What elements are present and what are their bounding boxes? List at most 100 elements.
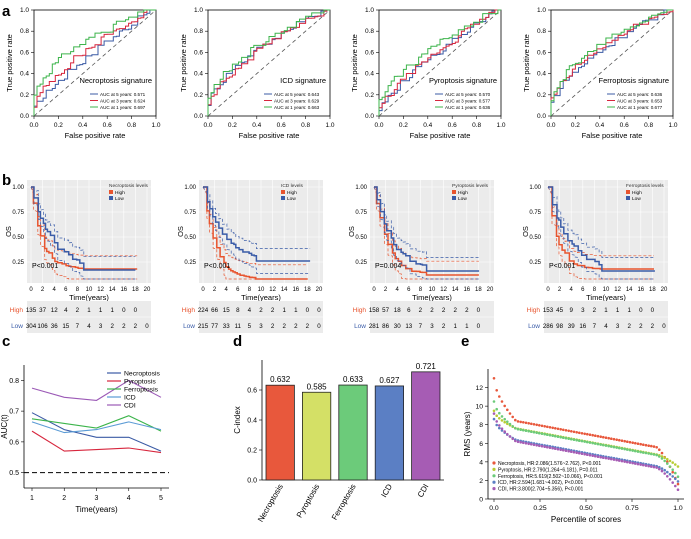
y-axis-label: C-index [233,406,242,434]
scatter-point-3 [540,432,544,436]
legend-entry: High [632,190,642,196]
risk-count-low: 86 [382,323,389,330]
risk-count-low: 1 [453,323,457,330]
km-curve-high [31,186,138,270]
x-tick-label: 14 [109,287,116,293]
scatter-point-3 [650,452,653,456]
x-tick-label: 20 [144,287,151,293]
legend-entry: ICD, HR:2.594(1.681~4.002), P<0.001 [498,480,584,486]
risk-count-high: 3 [581,307,585,314]
x-tick-label: 1 [30,495,34,502]
x-axis-label: False positive rate [239,131,300,140]
legend-marker [492,480,496,484]
scatter-point-1 [570,430,573,433]
x-tick-label: 10 [429,287,436,293]
x-tick-label: 18 [475,287,482,293]
scatter-point-5 [642,463,645,467]
roc-curve-2 [207,9,330,116]
scatter-point-1 [636,442,640,446]
legend-entry: Pyroptosis, HR:2.790(1.264~6.181), P=0.0… [498,467,598,473]
scatter-point-1 [610,437,613,441]
y-axis-label: True positive rate [179,34,188,92]
y-tick-label: 1.0 [20,7,29,14]
legend-entry: High [115,190,125,196]
scatter-point-1 [602,435,605,439]
x-tick-label: 0 [372,287,376,293]
y-tick-label: 0.25 [12,260,24,266]
x-axis-label: Time(years) [412,293,452,302]
scatter-point-1 [578,431,581,435]
scatter-point-3 [535,431,538,435]
scatter-point-5 [514,439,517,443]
risk-count-low: 77 [211,323,218,330]
y-tick-label: 0.2 [537,92,546,99]
x-tick-label: 12 [97,287,104,293]
chance-line [550,9,674,117]
y-tick-label: 0.4 [20,71,29,78]
legend-entry: Necroptosis [124,371,160,378]
scatter-point-3 [612,445,616,449]
ci-upper-low [203,186,311,249]
scatter-point-1 [551,426,554,430]
scatter-point-1 [516,420,520,423]
scatter-point-3 [618,446,621,450]
legend-entry: Low [115,196,124,202]
scatter-point-5 [599,455,602,459]
signature-title: ICD signature [280,76,326,85]
risk-count-high: 18 [394,307,401,314]
scatter-point-5 [572,450,576,454]
legend-entry: Low [458,196,467,202]
risk-count-high: 1 [282,307,286,314]
legend-swatch-low [626,196,630,200]
plot-frame [550,9,674,117]
scatter-point-3 [527,429,530,433]
legend-marker [492,467,496,471]
scatter-point-1 [626,440,629,444]
risk-count-high: 1 [616,307,620,314]
scatter-point-5 [495,420,499,423]
km-panels: 0 2 4 6 8 10 12 14 16 18 200.250.500.751.00Time(ye… [4,180,668,333]
series-line-icd [31,421,162,434]
x-tick-label: 0.8 [301,122,310,129]
risk-count-low: 13 [405,323,412,330]
y-tick-label: 0.25 [529,260,541,266]
risk-count-high: 2 [259,307,263,314]
bar-value-label: 0.627 [379,376,400,385]
scatter-point-3 [508,422,512,426]
scatter-point-3 [655,453,658,457]
ci-lower-low [30,186,136,280]
scatter-point-1 [559,428,562,431]
risk-count-high: 2 [419,307,423,314]
scatter-point-5 [546,445,549,449]
y-tick-label: 0.2 [20,92,29,99]
scatter-point-1 [503,404,507,408]
scatter-point-1 [591,433,594,437]
roc-panel-1: 0.0 0.2 0.4 0.6 0.8 1.0 0.0 0.2 0.4 0.6 0.8 1.0 Fals… [5,7,161,140]
x-tick-label: 6 [236,287,240,293]
scatter-point-3 [634,449,637,453]
x-tick-label: 0.8 [644,122,653,129]
legend-entry: Ferroptosis, HR:5.619(2.502~10.066), P<0… [498,474,603,480]
x-tick-label: 0.8 [127,122,136,129]
scatter-point-3 [551,434,554,438]
signature-title: Pyroptosis signature [429,76,497,85]
scatter-point-1 [572,430,576,434]
scatter-point-5 [610,457,613,461]
km-curve-high [548,186,654,270]
scatter-point-1 [583,432,586,436]
scatter-point-5 [620,459,624,463]
scatter-point-2 [503,420,507,424]
x-tick-label: 4 [53,287,57,293]
ci-upper-high [374,186,479,262]
x-tick-label: 1.0 [673,505,683,512]
scatter-point-1 [495,389,499,392]
y-axis-label: OS [347,226,356,237]
scatter-point-1 [634,441,637,445]
x-axis-label: Time(years) [241,293,281,302]
legend-swatch-high [109,190,113,194]
y-tick-label: 0.75 [355,210,367,216]
scatter-point-3 [604,444,608,447]
scatter-point-5 [516,440,520,444]
scatter-point-5 [607,457,610,460]
